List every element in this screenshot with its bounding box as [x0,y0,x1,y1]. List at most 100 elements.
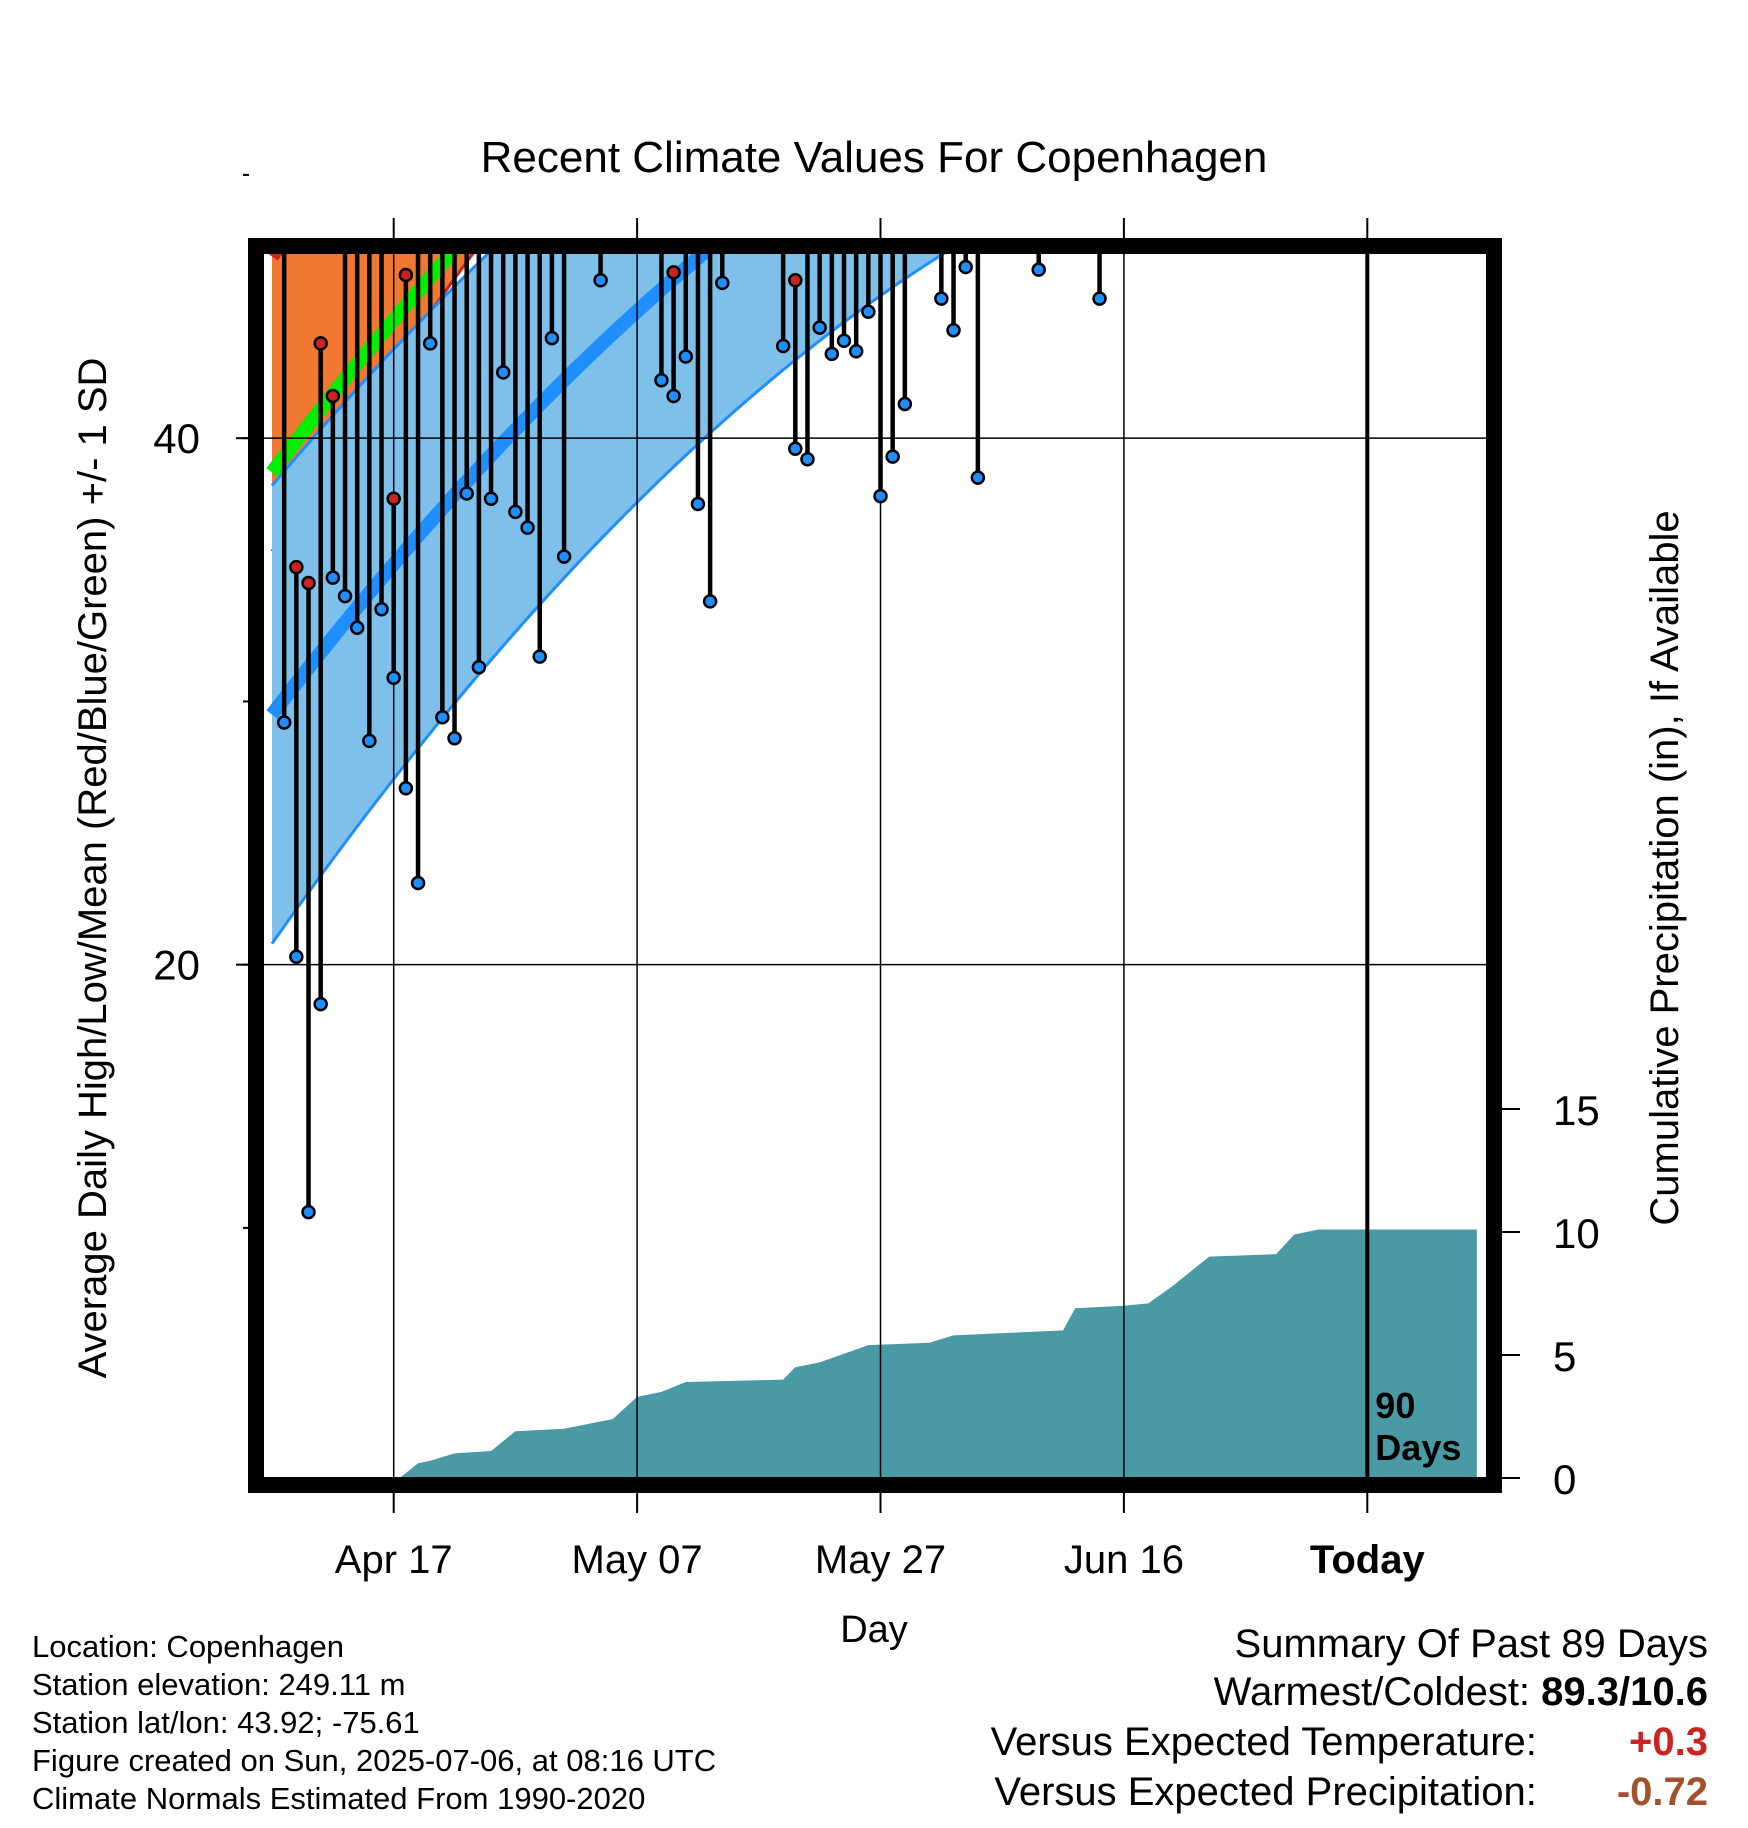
low-point [495,365,511,380]
low-normal-line [266,253,715,719]
today-marker-days: Days [1375,1427,1461,1468]
x-tick-label: Today [1310,1538,1426,1582]
low-point [836,333,852,349]
high-point [386,491,401,506]
high-point [436,208,448,220]
low-point [313,996,328,1012]
low-point [897,396,913,412]
x-tick-label: May 07 [572,1538,703,1582]
low-point [1021,40,1033,52]
info-location: Location: Copenhagen [32,1629,344,1664]
precip-value: -0.72 [1616,1770,1708,1814]
low-point [775,338,791,354]
low-point [654,372,669,388]
temp-label: Versus Expected Temperature: [990,1720,1537,1764]
x-tick-label: Jun 16 [1064,1538,1184,1582]
low-point [800,451,815,467]
info-elevation: Station elevation: 249.11 m [32,1667,406,1702]
high-point [666,265,681,280]
high-point [948,27,960,39]
low-point [690,496,706,512]
y2-tick-label: 0 [1553,1456,1576,1503]
y2-tick-label: 5 [1553,1333,1576,1380]
high-point [325,388,341,404]
y-tick-label: 40 [153,415,200,462]
high-sd-band [272,253,474,552]
high-point [278,206,290,218]
high-point [301,575,316,591]
low-point [483,491,499,506]
info-normals: Climate Normals Estimated From 1990-2020 [32,1781,646,1816]
high-normal-line [267,253,284,261]
low-point [556,549,572,564]
low-point [702,594,718,609]
low-point [885,449,900,464]
high-point [595,32,607,44]
low-point [349,620,365,635]
low-point [508,504,523,520]
y-axis-label: Average Daily High/Low/Mean (Red/Blue/Gr… [71,358,115,1379]
high-point [777,77,789,89]
low-point [1106,103,1118,115]
x-axis-label: Day [840,1609,908,1651]
low-point [301,1204,316,1220]
high-point [289,559,304,575]
plot-frame [248,238,1502,1493]
low-point [1031,262,1046,277]
low-point [678,349,694,364]
low-point [824,346,840,362]
low-point [386,670,401,685]
low-point [607,208,619,220]
low-point [631,27,643,39]
low-point [471,659,487,675]
low-point [1057,14,1069,26]
info-created: Figure created on Sun, 2025-07-06, at 08… [32,1743,717,1778]
low-point [374,602,389,617]
low-point [1092,291,1107,306]
low-point [643,219,655,231]
y2-tick-label: 15 [1553,1087,1600,1134]
y2-axis-label: Cumulative Precipitation (in), If Availa… [1643,510,1687,1225]
warmest-label: Warmest/Coldest: [1213,1670,1531,1714]
low-point [812,320,827,335]
low-point [666,388,681,404]
low-point [289,949,304,965]
summary-panel: Summary Of Past 89 Days Warmest/Coldest:… [991,1622,1708,1817]
high-point [313,336,328,351]
high-point [814,11,826,23]
low-point [861,304,876,320]
y-tick-label: 20 [153,942,200,989]
low-point [873,488,888,504]
high-point [339,203,351,215]
summary-warmest-row: Warmest/Coldest: 89.3/10.6 [991,1667,1708,1717]
low-point [970,470,986,485]
precip-area [272,1229,1477,1478]
high-point [655,216,667,228]
low-point [1081,77,1093,89]
x-tick-label: Apr 17 [335,1538,453,1582]
low-point [422,336,438,351]
precip-label: Versus Expected Precipitation: [994,1770,1537,1814]
low-point [593,272,608,288]
summary-title: Summary Of Past 89 Days [1234,1622,1708,1666]
low-point [934,291,949,306]
low-point [459,486,474,501]
low-point [582,48,594,60]
high-point [461,6,473,18]
low-point [741,8,753,20]
plot-area [263,0,1487,1478]
low-point [435,709,450,725]
chart-title: Recent Climate Values For Copenhagen [481,133,1268,182]
low-point [848,344,864,359]
low-point [520,520,535,535]
low-point [325,570,341,585]
high-point [449,16,461,28]
low-point [532,649,547,664]
low-point [788,441,803,456]
high-point [788,272,803,288]
low-point [1069,0,1081,12]
high-point [850,79,862,91]
low-point [398,781,414,796]
summary-temp-row: Versus Expected Temperature: +0.3 [991,1717,1708,1767]
